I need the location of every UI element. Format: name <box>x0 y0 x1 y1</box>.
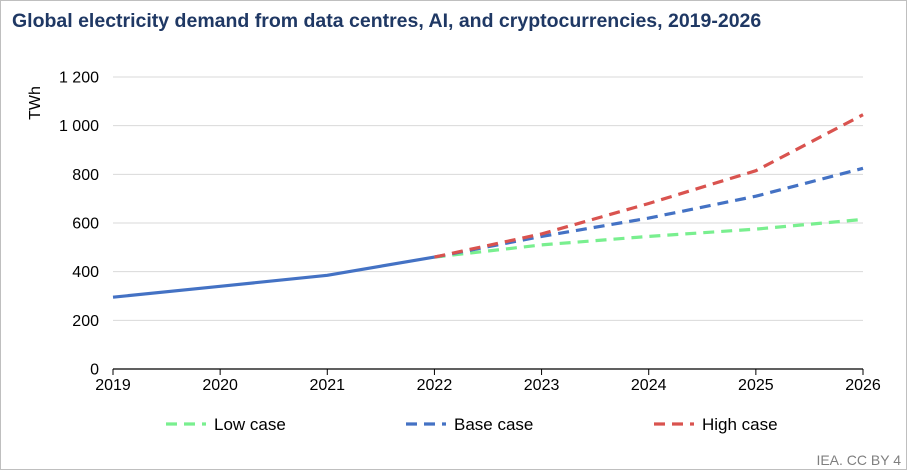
x-tick-label: 2025 <box>738 377 774 394</box>
y-tick-label: 200 <box>72 313 99 330</box>
legend-label: Low case <box>214 415 286 434</box>
y-axis-label: TWh <box>27 86 44 120</box>
series-line-low-case <box>434 217 864 259</box>
series-line-historical <box>112 255 435 299</box>
y-tick-label: 400 <box>72 264 99 281</box>
x-tick-label: 2023 <box>524 377 560 394</box>
x-tick-label: 2021 <box>309 377 345 394</box>
series-line-base-case <box>434 166 864 259</box>
y-tick-label: 1 200 <box>59 70 99 87</box>
x-tick-label: 2024 <box>631 377 667 394</box>
chart-title: Global electricity demand from data cent… <box>12 10 762 32</box>
credit-text: IEA. CC BY 4 <box>816 452 901 468</box>
x-tick-label: 2026 <box>845 377 881 394</box>
legend-label: High case <box>702 415 778 434</box>
x-tick-label: 2020 <box>202 377 238 394</box>
series-line-high-case <box>434 113 864 259</box>
y-tick-label: 0 <box>90 362 99 379</box>
legend-label: Base case <box>454 415 533 434</box>
y-tick-label: 600 <box>72 216 99 233</box>
x-tick-label: 2019 <box>95 377 131 394</box>
x-tick-label: 2022 <box>417 377 453 394</box>
y-tick-label: 1 000 <box>59 118 99 135</box>
y-tick-label: 800 <box>72 167 99 184</box>
